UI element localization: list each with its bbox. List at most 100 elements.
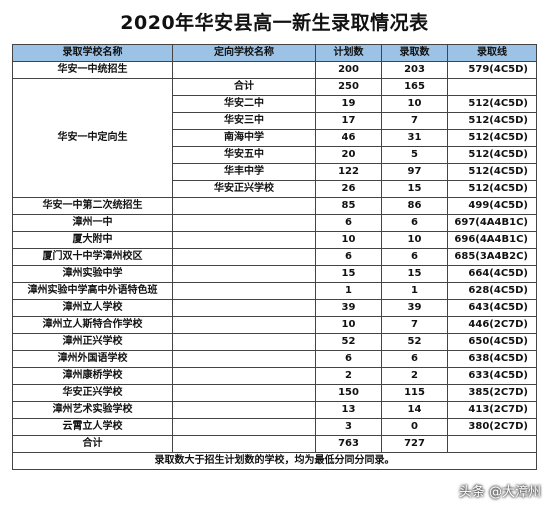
plan-count: 19 (315, 95, 382, 113)
plan-count: 150 (315, 384, 382, 402)
table-row: 云霄立人学校 3 0 380(2C7D) (12, 418, 537, 436)
school-name: 漳州立人斯特合作学校 (12, 316, 173, 334)
school-name: 华安一中统招生 (12, 61, 173, 79)
admit-line: 413(2C7D) (447, 401, 537, 419)
table-row: 华安二中 19 10 512(4C5D) (13, 95, 537, 113)
admit-count: 6 (381, 248, 448, 266)
plan-count: 6 (315, 248, 382, 266)
table-row: 厦门双十中学漳州校区 6 6 685(3A4B2C) (12, 248, 537, 266)
admit-count: 10 (381, 231, 448, 249)
plan-count: 17 (315, 112, 382, 130)
plan-count: 13 (315, 401, 382, 419)
directed-school-name (172, 350, 316, 368)
directed-school-name: 南海中学 (172, 129, 316, 147)
table-row: 漳州立人学校 39 39 643(4C5D) (12, 299, 537, 317)
admit-count: 52 (381, 333, 448, 351)
admit-count: 6 (381, 214, 448, 232)
school-name: 漳州实验中学高中外语特色班 (12, 282, 173, 300)
table-row: 漳州外国语学校 6 6 638(4C5D) (12, 350, 537, 368)
plan-count: 3 (315, 418, 382, 436)
admit-line (447, 78, 537, 96)
admit-count: 0 (381, 418, 448, 436)
admit-count: 15 (381, 180, 448, 198)
grand-total-row: 合计 763 727 (12, 435, 537, 453)
admit-count: 1 (381, 282, 448, 300)
admit-count: 6 (381, 350, 448, 368)
directed-school-name (172, 384, 316, 402)
plan-count: 2 (315, 367, 382, 385)
plan-count: 10 (315, 316, 382, 334)
school-name: 厦大附中 (12, 231, 173, 249)
admit-count: 115 (381, 384, 448, 402)
admit-line: 664(4C5D) (447, 265, 537, 283)
directed-school-name (172, 299, 316, 317)
directed-school-name (172, 282, 316, 300)
page-title: 2020年华安县高一新生录取情况表 (120, 12, 429, 34)
table-row: 厦大附中 10 10 696(4A4B1C) (12, 231, 537, 249)
admit-line: 650(4C5D) (447, 333, 537, 351)
admit-line: 446(2C7D) (447, 316, 537, 334)
admit-count: 97 (381, 163, 448, 181)
total-line (447, 435, 537, 453)
header-plan: 计划数 (315, 44, 382, 62)
directed-school-name (172, 418, 316, 436)
table-row: 漳州正兴学校 52 52 650(4C5D) (12, 333, 537, 351)
admit-count: 7 (381, 316, 448, 334)
school-name: 华安一中第二次统招生 (12, 197, 173, 215)
table-row: 漳州艺术实验学校 13 14 413(2C7D) (12, 401, 537, 419)
school-name: 漳州实验中学 (12, 265, 173, 283)
total-label: 合计 (12, 435, 173, 453)
plan-count: 1 (315, 282, 382, 300)
plan-count: 39 (315, 299, 382, 317)
plan-count: 15 (315, 265, 382, 283)
table-row: 华安一中第二次统招生 85 86 499(4C5D) (12, 197, 537, 215)
admit-line: 512(4C5D) (447, 129, 537, 147)
admit-line: 512(4C5D) (447, 112, 537, 130)
school-name: 漳州外国语学校 (12, 350, 173, 368)
admit-line: 512(4C5D) (447, 163, 537, 181)
admit-line: 380(2C7D) (447, 418, 537, 436)
admit-line: 628(4C5D) (447, 282, 537, 300)
plan-count: 52 (315, 333, 382, 351)
admit-count: 5 (381, 146, 448, 164)
table-row: 华安正兴学校 150 115 385(2C7D) (12, 384, 537, 402)
directed-school-name (172, 265, 316, 283)
table-row: 漳州实验中学高中外语特色班 1 1 628(4C5D) (12, 282, 537, 300)
header-directed-school: 定向学校名称 (172, 44, 316, 62)
admit-line: 697(4A4B1C) (447, 214, 537, 232)
school-name: 云霄立人学校 (12, 418, 173, 436)
admit-line: 512(4C5D) (447, 180, 537, 198)
plan-count: 122 (315, 163, 382, 181)
directed-school-name: 华安五中 (172, 146, 316, 164)
table-header-row: 录取学校名称 定向学校名称 计划数 录取数 录取线 (12, 44, 537, 62)
school-name: 厦门双十中学漳州校区 (12, 248, 173, 266)
directed-school-name: 合计 (172, 78, 316, 96)
directed-school-name: 华丰中学 (172, 163, 316, 181)
directed-school-name: 华安二中 (172, 95, 316, 113)
admit-count: 14 (381, 401, 448, 419)
directed-school-name (172, 435, 316, 453)
directed-school-name: 华安三中 (172, 112, 316, 130)
total-plan: 763 (315, 435, 382, 453)
plan-count: 46 (315, 129, 382, 147)
admit-line: 499(4C5D) (447, 197, 537, 215)
admit-count: 86 (381, 197, 448, 215)
footnote: 录取数大于招生计划数的学校，均为最低分同分同录。 (12, 452, 537, 470)
admit-line: 512(4C5D) (447, 146, 537, 164)
directed-school-name (172, 248, 316, 266)
plan-count: 6 (315, 350, 382, 368)
watermark: 头条 @大漳州 (459, 481, 541, 500)
school-name: 漳州康桥学校 (12, 367, 173, 385)
table-row: 漳州康桥学校 2 2 633(4C5D) (12, 367, 537, 385)
directed-school-name (172, 316, 316, 334)
header-line: 录取线 (447, 44, 537, 62)
school-name: 华安正兴学校 (12, 384, 173, 402)
plan-count: 250 (315, 78, 382, 96)
table-row: 漳州立人斯特合作学校 10 7 446(2C7D) (12, 316, 537, 334)
school-name: 漳州正兴学校 (12, 333, 173, 351)
plan-count: 10 (315, 231, 382, 249)
directed-school-name (172, 197, 316, 215)
header-admit: 录取数 (381, 44, 448, 62)
admit-count: 7 (381, 112, 448, 130)
school-name: 漳州一中 (12, 214, 173, 232)
